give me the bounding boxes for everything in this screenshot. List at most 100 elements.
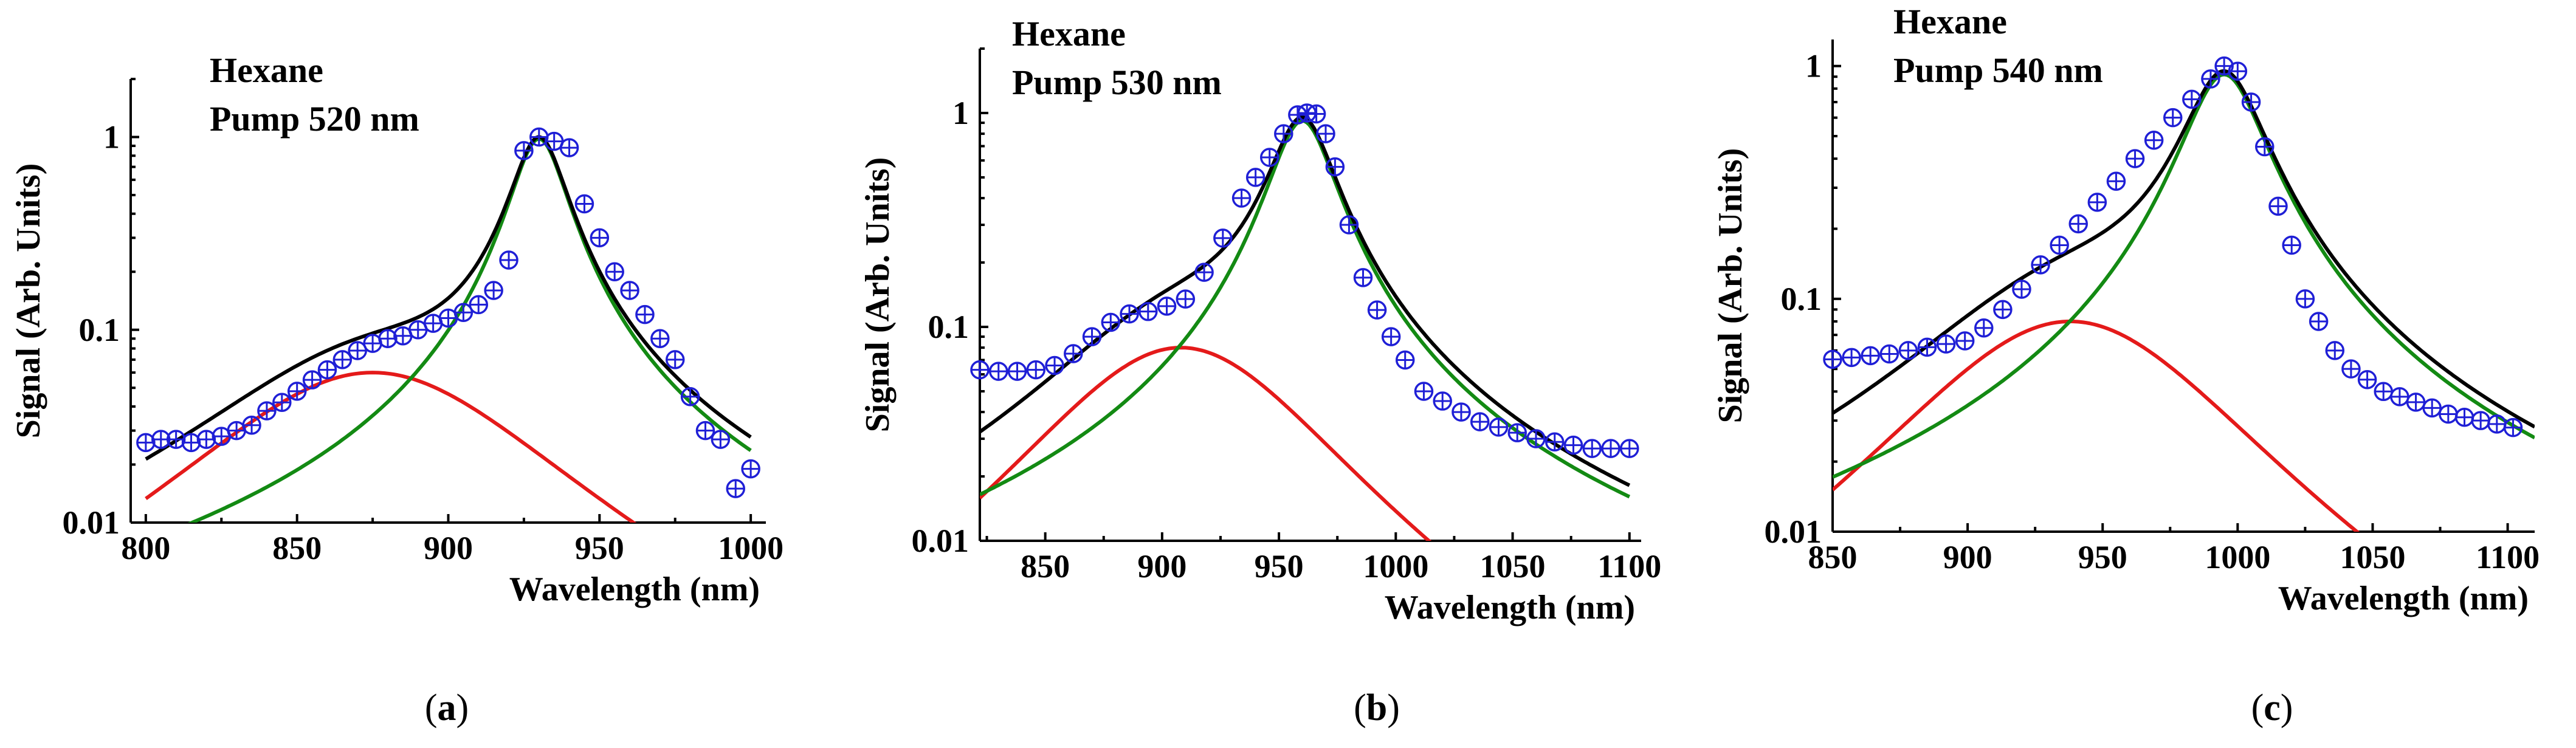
- panel-label: (c): [2251, 687, 2293, 729]
- data-point: [2201, 69, 2220, 89]
- x-tick-label: 900: [424, 530, 473, 566]
- data-point: [2295, 289, 2315, 309]
- data-point: [726, 479, 745, 498]
- data-point: [2374, 382, 2393, 402]
- data-point: [1007, 362, 1027, 381]
- data-point: [1231, 188, 1252, 208]
- x-tick-label: 850: [1021, 548, 1070, 585]
- data-point: [1213, 228, 1233, 248]
- x-tick-label: 1000: [2205, 539, 2270, 575]
- data-point: [635, 304, 655, 324]
- fit-curve-green: [980, 118, 1631, 499]
- data-point: [1353, 268, 1373, 287]
- x-axis-title: Wavelength (nm): [509, 571, 760, 608]
- data-point: [499, 250, 518, 270]
- data-point: [1917, 337, 1937, 357]
- fit-curve-total: [145, 134, 752, 461]
- y-tick-label: 0.01: [912, 523, 969, 559]
- data-point: [574, 194, 594, 214]
- data-point: [1245, 168, 1266, 187]
- data-point: [989, 362, 1008, 381]
- data-point: [1879, 344, 1899, 364]
- x-tick-label: 900: [1943, 539, 1992, 575]
- data-point: [2241, 92, 2261, 112]
- panel-label: (a): [425, 687, 469, 729]
- annotation-line: Pump 540 nm: [1893, 50, 2103, 90]
- data-point: [1470, 412, 1490, 431]
- data-point: [970, 360, 990, 380]
- annotation-line: Hexane: [1012, 14, 1126, 53]
- y-tick-label: 0.1: [928, 309, 969, 345]
- data-point: [695, 420, 715, 441]
- data-point: [1082, 327, 1102, 346]
- data-point: [514, 141, 534, 160]
- data-point: [2125, 149, 2145, 168]
- chart-panel-a: 800 850 900 950 1000 0.01 0.1 1 Wavelength (nm) S…: [10, 50, 783, 729]
- x-tick-label: 1050: [2340, 539, 2405, 575]
- data-point: [1489, 417, 1509, 437]
- data-point: [1842, 348, 1861, 368]
- data-point: [1526, 429, 1546, 448]
- data-point: [2163, 108, 2183, 128]
- data-point: [1259, 148, 1279, 167]
- data-point: [2268, 196, 2288, 216]
- data-point: [741, 459, 760, 479]
- data-point: [1157, 297, 1177, 316]
- x-tick-label: 950: [2078, 539, 2127, 575]
- chart-panel-b: 850 900 950 1000 1050 1100 0.01 0.1 1 Wavelength …: [859, 14, 1661, 729]
- data-point: [2309, 312, 2329, 331]
- y-tick-label: 0.1: [1781, 281, 1822, 317]
- y-tick-label: 0.1: [79, 312, 120, 348]
- y-axis-title: Signal (Arb. Units): [1712, 148, 1749, 424]
- data-point: [242, 415, 261, 435]
- data-point: [2357, 369, 2377, 389]
- data-point: [2228, 61, 2248, 81]
- data-point: [2406, 393, 2426, 412]
- y-axis-title: Signal (Arb. Units): [10, 163, 47, 439]
- data-point: [1101, 312, 1121, 332]
- fit-curve-green: [1833, 72, 2535, 479]
- data-point: [1395, 350, 1415, 370]
- data-point: [181, 433, 201, 453]
- data-point: [1507, 423, 1527, 442]
- data-point: [559, 138, 579, 157]
- x-tick-label: 900: [1137, 548, 1186, 585]
- data-point: [196, 430, 216, 449]
- data-point: [2471, 411, 2490, 430]
- data-point: [605, 262, 624, 281]
- data-point: [1176, 289, 1196, 309]
- data-point: [1563, 435, 1583, 455]
- data-point: [2422, 398, 2442, 418]
- annotation-line: Pump 520 nm: [210, 99, 419, 139]
- data-point: [1955, 331, 1975, 351]
- data-point: [1601, 439, 1620, 458]
- fit-curve-green: [187, 137, 752, 523]
- x-tick-label: 950: [1255, 548, 1304, 585]
- data-point: [2087, 193, 2107, 212]
- data-point: [469, 295, 489, 315]
- data-point: [2182, 89, 2202, 109]
- data-point: [620, 281, 639, 300]
- x-tick-label: 950: [575, 530, 624, 566]
- data-point: [1974, 318, 1994, 338]
- y-tick-label: 1: [103, 119, 120, 156]
- data-point: [302, 370, 322, 389]
- data-point: [1861, 346, 1880, 366]
- x-tick-label: 850: [272, 530, 322, 566]
- data-point: [1120, 304, 1139, 324]
- data-point: [1414, 382, 1434, 401]
- annotation-line: Hexane: [210, 50, 323, 90]
- data-point: [453, 303, 474, 322]
- data-point: [1194, 262, 1214, 282]
- x-tick-label: 1100: [1597, 548, 1661, 585]
- data-point: [2390, 387, 2409, 407]
- data-point: [1138, 301, 1158, 321]
- data-point: [272, 393, 292, 413]
- data-point: [1582, 439, 1602, 458]
- data-point: [1026, 360, 1046, 380]
- data-point: [348, 341, 367, 360]
- fit-curve-red: [980, 346, 1432, 541]
- data-point: [378, 329, 398, 349]
- data-point: [1433, 391, 1452, 411]
- data-point: [1306, 104, 1326, 124]
